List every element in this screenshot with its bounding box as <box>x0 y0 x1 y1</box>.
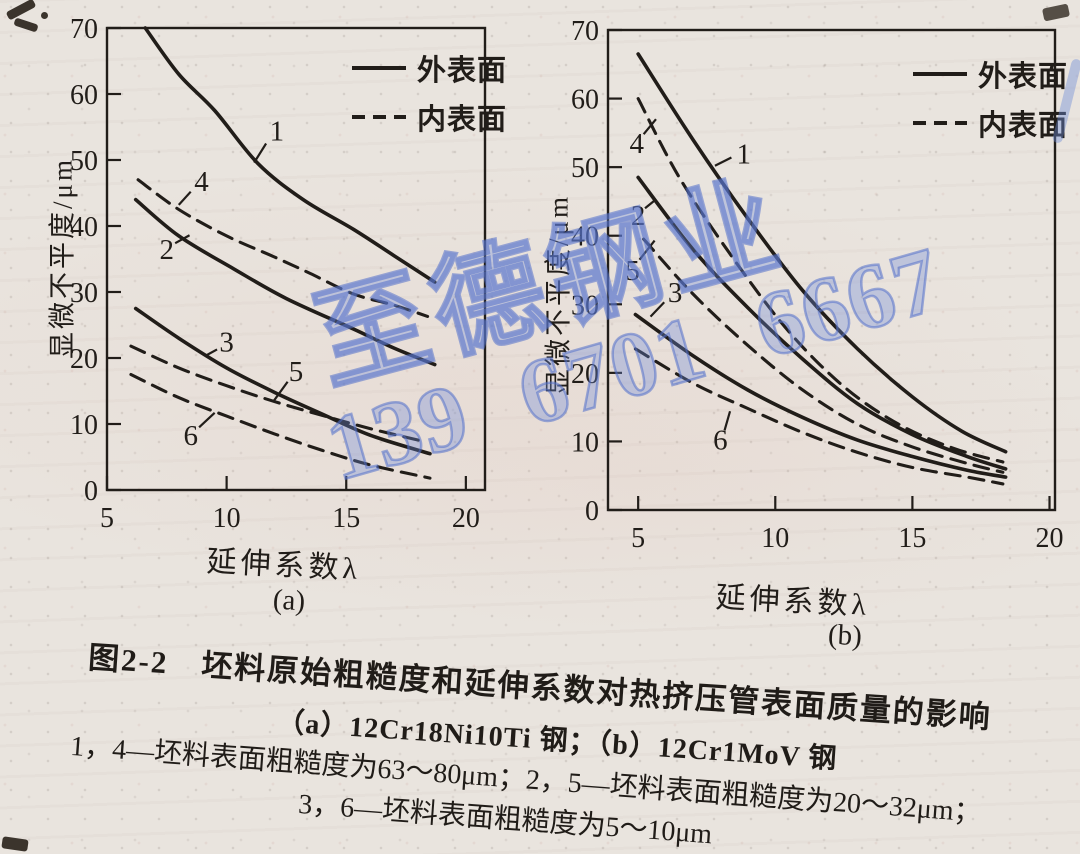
svg-text:60: 60 <box>70 80 98 111</box>
svg-text:50: 50 <box>571 153 599 184</box>
svg-text:30: 30 <box>70 278 98 309</box>
svg-text:5: 5 <box>289 356 304 388</box>
svg-text:6: 6 <box>713 424 728 456</box>
legend-row-outer-surface: 外表面 <box>913 53 1068 95</box>
scan-artifact <box>41 12 48 19</box>
dashed-line-sample <box>352 115 406 119</box>
solid-line-sample <box>352 66 406 70</box>
svg-text:5: 5 <box>631 523 645 554</box>
svg-text:2: 2 <box>160 234 175 266</box>
svg-text:40: 40 <box>70 212 98 243</box>
svg-text:3: 3 <box>219 327 234 359</box>
chart-b-y-axis-label: 显微不平度/μm <box>543 194 574 396</box>
legend-row-inner-surface: 内表面 <box>352 96 507 138</box>
svg-text:15: 15 <box>332 503 360 534</box>
svg-text:15: 15 <box>898 523 926 554</box>
svg-text:10: 10 <box>213 503 241 534</box>
svg-text:0: 0 <box>84 476 98 507</box>
svg-text:50: 50 <box>70 146 98 177</box>
svg-text:5: 5 <box>100 503 114 534</box>
svg-text:30: 30 <box>571 290 599 321</box>
svg-text:2: 2 <box>631 200 646 232</box>
svg-text:5: 5 <box>625 255 640 287</box>
legend-label-inner: 内表面 <box>978 110 1069 142</box>
chart-a-y-axis-label: 显微不平度/μm <box>47 157 78 359</box>
legend-row-inner-surface: 内表面 <box>913 102 1068 144</box>
svg-text:70: 70 <box>571 16 599 47</box>
svg-text:0: 0 <box>585 496 599 527</box>
svg-text:4: 4 <box>194 166 209 198</box>
legend-label-outer: 外表面 <box>978 61 1069 93</box>
svg-text:6: 6 <box>183 420 198 452</box>
svg-text:20: 20 <box>70 344 98 375</box>
svg-text:70: 70 <box>70 14 98 45</box>
legend-label-inner: 内表面 <box>417 104 508 136</box>
svg-text:1: 1 <box>270 115 285 147</box>
legend-row-outer-surface: 外表面 <box>352 47 507 89</box>
svg-text:20: 20 <box>452 503 480 534</box>
chart-a-x-axis-label: 延伸系数λ <box>205 544 362 587</box>
svg-text:10: 10 <box>70 410 98 441</box>
svg-text:20: 20 <box>1036 523 1064 554</box>
chart-a-legend: 外表面 内表面 <box>352 47 507 138</box>
svg-text:10: 10 <box>761 523 789 554</box>
svg-text:60: 60 <box>571 85 599 116</box>
svg-text:20: 20 <box>571 359 599 390</box>
svg-text:1: 1 <box>736 138 751 170</box>
chart-a-panel-label: (a) <box>272 583 306 618</box>
legend-label-outer: 外表面 <box>417 55 508 87</box>
dashed-line-sample <box>913 121 967 125</box>
svg-text:40: 40 <box>571 222 599 253</box>
svg-text:10: 10 <box>571 427 599 458</box>
solid-line-sample <box>913 72 967 76</box>
svg-text:4: 4 <box>630 128 645 160</box>
chart-b-panel-label: (b) <box>827 618 863 653</box>
svg-text:3: 3 <box>668 277 683 309</box>
chart-b-legend: 外表面 内表面 <box>913 53 1068 144</box>
chart-b-x-axis-label: 延伸系数λ <box>714 580 871 623</box>
